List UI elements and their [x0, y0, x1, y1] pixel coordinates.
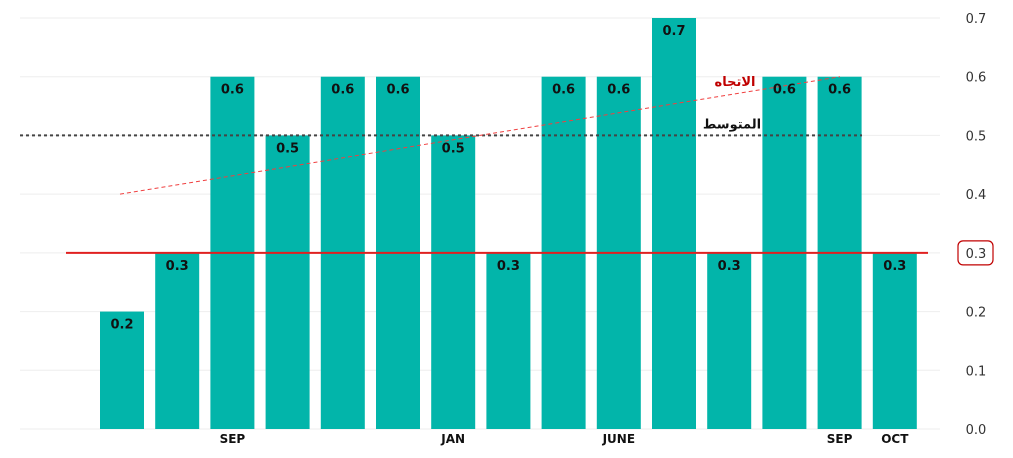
data-label: 0.6	[331, 83, 354, 98]
y-axis: 0.0 0.1 0.2 0.3 0.4 0.5 0.6 0.7	[957, 12, 994, 438]
bar	[431, 135, 476, 429]
data-label: 0.6	[607, 83, 630, 98]
data-label: 0.6	[386, 83, 409, 98]
y-tick-label: 0.3	[966, 247, 987, 262]
y-tick-label: 0.6	[966, 71, 987, 86]
x-tick-label: SEP	[220, 432, 246, 446]
data-label: 0.3	[497, 259, 520, 274]
data-label: 0.6	[828, 83, 851, 98]
x-tick-label: OCT	[881, 432, 909, 446]
data-label: 0.6	[221, 83, 244, 98]
y-tick-label: 0.0	[966, 423, 987, 438]
data-label: 0.6	[773, 83, 796, 98]
x-tick-label: JAN	[440, 432, 465, 446]
data-label: 0.3	[883, 259, 906, 274]
x-tick-label: JUNE	[602, 432, 635, 446]
bar	[486, 252, 531, 429]
bar	[265, 135, 310, 429]
data-label: 0.6	[552, 83, 575, 98]
data-label: 0.2	[110, 318, 133, 333]
bar	[100, 311, 144, 429]
data-label: 0.7	[662, 24, 685, 39]
bars	[100, 18, 917, 429]
data-label: 0.5	[442, 141, 465, 156]
trend-line	[119, 76, 841, 195]
data-label: 0.3	[166, 259, 189, 274]
bar	[155, 252, 200, 429]
data-label: 0.5	[276, 141, 299, 156]
bar	[707, 252, 752, 429]
bar	[652, 18, 696, 429]
y-tick-label: 0.5	[966, 129, 987, 144]
y-tick-label: 0.4	[966, 188, 987, 203]
ytick-highlight-box	[957, 240, 994, 266]
overlay-lines: المتوسط الاتجاه	[20, 75, 928, 254]
y-tick-label: 0.7	[966, 12, 987, 27]
average-label: المتوسط	[703, 117, 761, 132]
x-axis: SEP JAN JUNE SEP OCT	[220, 432, 910, 446]
trend-label: الاتجاه	[715, 75, 756, 90]
y-tick-label: 0.2	[966, 306, 987, 321]
bar	[872, 252, 917, 429]
data-labels: 0.2 0.3 0.6 0.5 0.6 0.6 0.5 0.3 0.6 0.6 0.7 0.3 0.6 0…	[110, 24, 906, 333]
data-label: 0.3	[718, 259, 741, 274]
x-tick-label: SEP	[827, 432, 853, 446]
y-tick-label: 0.1	[966, 364, 987, 379]
